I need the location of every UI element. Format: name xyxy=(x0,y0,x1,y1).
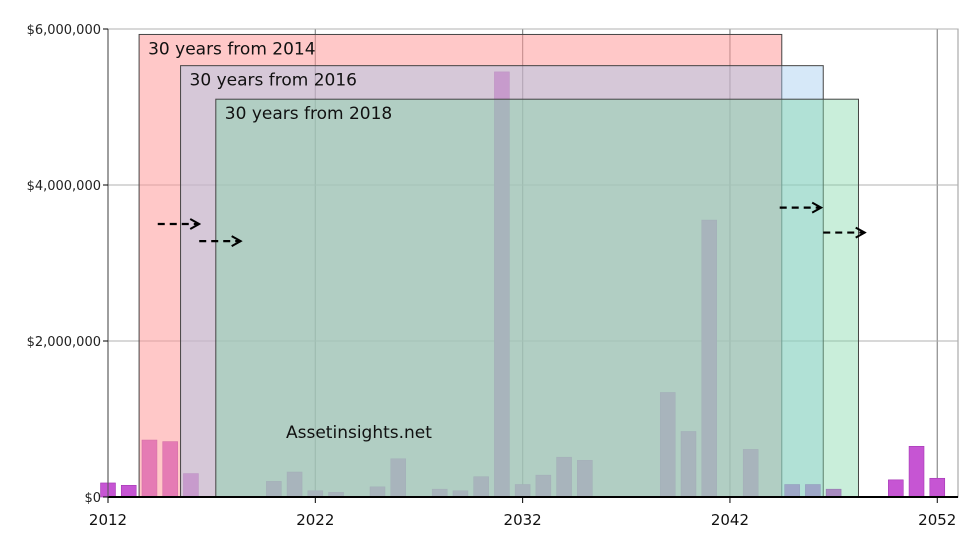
window-label: 30 years from 2014 xyxy=(148,39,315,59)
window-rect xyxy=(215,98,859,498)
x-tick-label: 2052 xyxy=(918,511,956,529)
x-tick-label: 2032 xyxy=(504,511,542,529)
bar xyxy=(120,484,137,498)
shift-arrows xyxy=(157,208,865,242)
y-tick-label: $2,000,000 xyxy=(27,335,101,350)
x-tick-label: 2042 xyxy=(711,511,749,529)
bar xyxy=(908,445,925,498)
y-tick-label: $0 xyxy=(84,491,101,506)
y-tick-label: $6,000,000 xyxy=(27,23,101,38)
x-tick-label: 2012 xyxy=(89,511,127,529)
x-tick-label: 2022 xyxy=(296,511,334,529)
window-label: 30 years from 2018 xyxy=(225,104,392,124)
y-tick-label: $4,000,000 xyxy=(27,179,101,194)
window-rect xyxy=(138,33,783,498)
y-axis-ticks: $0 $2,000,000 $4,000,000 $6,000,000 xyxy=(27,23,108,506)
window-rectangles: 30 years from 2014 30 years from 2016 30 y… xyxy=(138,33,859,498)
bar xyxy=(888,479,904,498)
bar xyxy=(929,477,946,498)
window-rect xyxy=(180,65,824,498)
x-axis-ticks: 2012 2022 2032 2042 2052 xyxy=(89,497,956,529)
watermark-annotation: Assetinsights.net xyxy=(286,423,432,443)
window-label: 30 years from 2016 xyxy=(190,71,357,91)
